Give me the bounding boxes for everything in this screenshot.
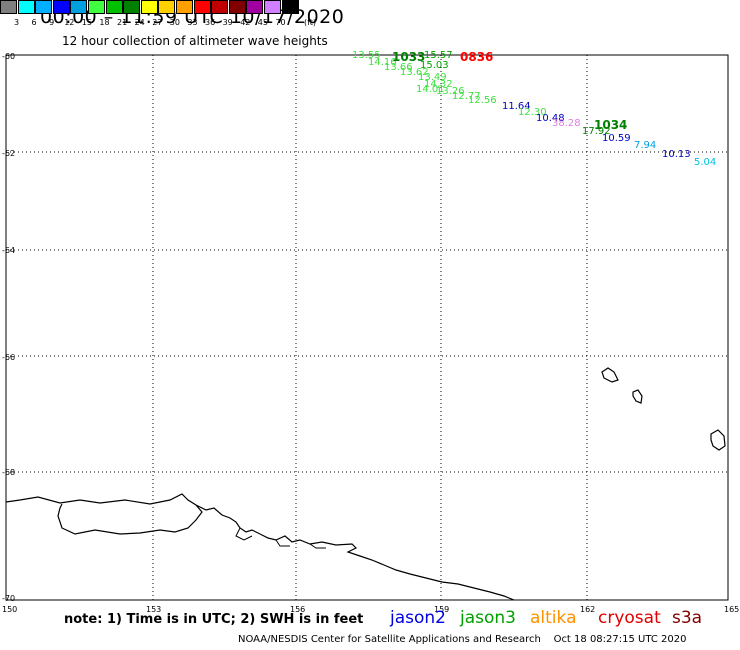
coastline-inlet [235, 527, 326, 549]
island-2 [632, 389, 643, 404]
wave-height-value: 13.26 [436, 86, 465, 97]
wave-height-value: 13.49 [418, 72, 447, 83]
legend-label: 70 [275, 18, 286, 27]
wave-height-value: 10.48 [536, 113, 565, 124]
legend-label: 42 [240, 18, 251, 27]
wave-height-value: 14.32 [424, 79, 453, 90]
legend-swatch [88, 0, 105, 14]
legend-swatch [264, 0, 281, 14]
wave-height-value: 7.94 [634, 140, 657, 151]
wave-height-value: 13.66 [384, 62, 413, 73]
wave-height-value: 12.77 [452, 91, 481, 102]
latitude-label: -66 [2, 353, 16, 362]
latitude-label: -60 [2, 52, 16, 61]
legend-label: 33 [187, 18, 198, 27]
wave-height-value: 14.16 [368, 57, 397, 68]
graticule [6, 55, 728, 600]
legend-label: 6 [31, 18, 37, 27]
legend-swatch [70, 0, 88, 14]
legend-label: 18 [99, 18, 110, 27]
latitude-label: -62 [2, 149, 16, 158]
wave-height-value: 5.04 [694, 157, 717, 168]
wave-height-value: 17.92 [582, 126, 611, 137]
legend-swatch [123, 0, 141, 14]
legend-label: 45 [257, 18, 268, 27]
wave-height-value: 13.55 [352, 50, 381, 61]
longitude-label: 156 [290, 605, 306, 614]
pass-time-label: 1033 [392, 50, 426, 64]
wave-height-value: 15.03 [420, 60, 449, 71]
legend-swatch [52, 0, 70, 14]
legend-units: (ft) [304, 18, 317, 27]
satellite-cryosat-label: cryosat [598, 608, 661, 628]
legend-swatch [158, 0, 176, 14]
wave-height-value: 38.28 [552, 118, 581, 129]
legend-label: 24 [134, 18, 145, 27]
longitude-label: 165 [724, 605, 740, 614]
map-frame [5, 54, 729, 601]
latitude-label: -68 [2, 468, 16, 477]
satellite-jason3-label: jason3 [460, 608, 516, 628]
legend-swatch [140, 0, 158, 14]
latitude-label: -64 [2, 246, 16, 255]
legend-swatch [35, 0, 53, 14]
legend-swatch [246, 0, 264, 14]
latitude-label: -70 [2, 594, 16, 603]
longitude-label: 153 [146, 605, 162, 614]
legend-swatch [193, 0, 211, 14]
wave-height-value: 15.57 [424, 50, 453, 61]
longitude-label: 162 [580, 605, 596, 614]
legend-label: 15 [81, 18, 92, 27]
legend-swatch [105, 0, 123, 14]
credit-line: NOAA/NESDIS Center for Satellite Applica… [238, 634, 687, 645]
longitude-label: 150 [2, 605, 18, 614]
legend-label: 9 [49, 18, 55, 27]
legend-swatch [281, 0, 299, 14]
wave-height-value: 12.30 [518, 107, 547, 118]
legend-label: 36 [205, 18, 216, 27]
legend-swatch [0, 0, 17, 14]
legend-label: 30 [169, 18, 180, 27]
pass-time-label: 1034 [594, 118, 628, 132]
pass-time-label: 0836 [460, 50, 494, 64]
legend-swatch [228, 0, 246, 14]
island-1 [601, 367, 619, 383]
legend-label: 39 [222, 18, 233, 27]
coastline-antarctica [5, 493, 515, 601]
wave-height-value: 14.01 [416, 84, 445, 95]
wave-height-value: 12.56 [468, 95, 497, 106]
legend-swatch [17, 0, 35, 14]
wave-height-value: 10.59 [602, 133, 631, 144]
island-3 [710, 429, 726, 451]
legend-label: 21 [117, 18, 128, 27]
legend-swatch [211, 0, 229, 14]
satellite-jason2-label: jason2 [390, 608, 446, 628]
satellite-altika-label: altika [530, 608, 577, 628]
wave-height-value: 11.64 [502, 101, 531, 112]
longitude-label: 159 [434, 605, 450, 614]
satellite-s3a-label: s3a [672, 608, 703, 628]
wave-height-value: 13.62 [400, 67, 429, 78]
footnote: note: 1) Time is in UTC; 2) SWH is in fe… [64, 612, 364, 627]
legend-label: 12 [64, 18, 75, 27]
wave-height-value: 10.13 [662, 149, 691, 160]
legend-label: 3 [13, 18, 20, 27]
legend-swatch [176, 0, 193, 14]
map-subtitle: 12 hour collection of altimeter wave hei… [62, 34, 328, 48]
legend-label: 27 [152, 18, 163, 27]
